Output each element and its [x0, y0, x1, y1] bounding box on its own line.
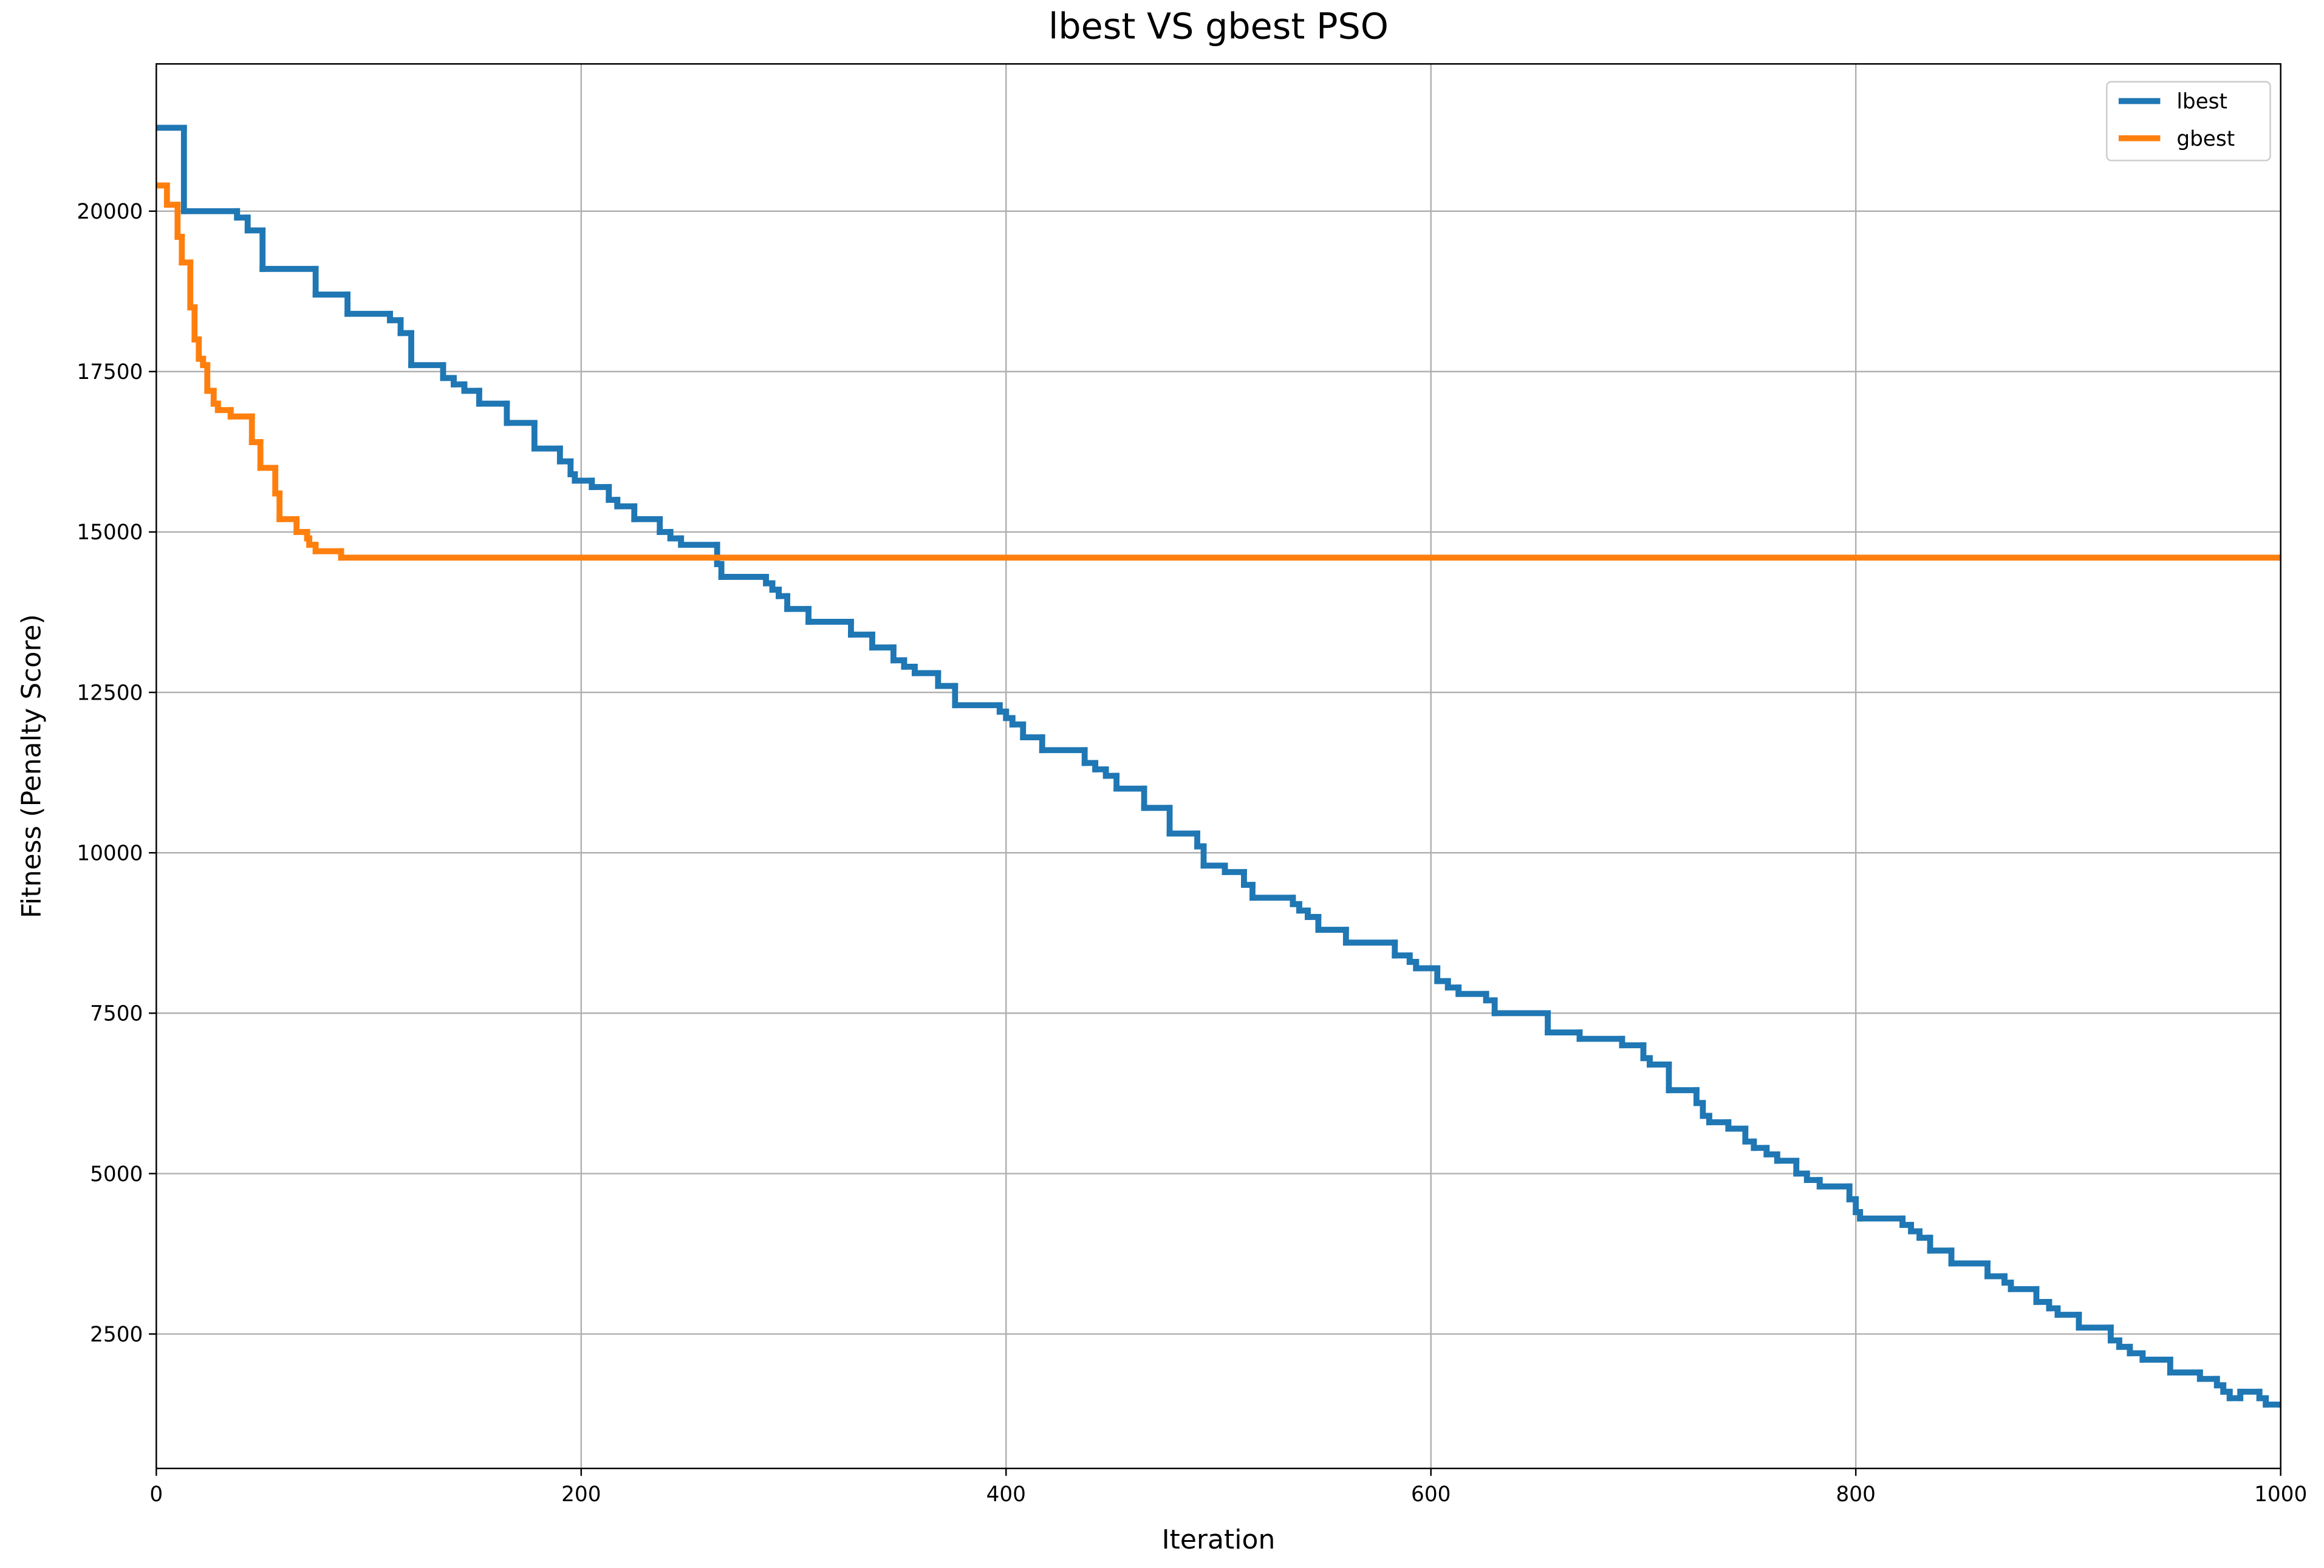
legend: lbest gbest — [2106, 81, 2271, 162]
x-axis-label: Iteration — [1162, 1524, 1276, 1555]
y-tick-label: 7500 — [90, 1002, 143, 1026]
legend-label: lbest — [2176, 90, 2227, 114]
y-tick-label: 17500 — [77, 360, 143, 384]
chart-title: lbest VS gbest PSO — [1048, 5, 1389, 47]
y-tick-label: 2500 — [90, 1323, 143, 1347]
plot-frame — [156, 63, 2281, 1470]
x-tick-label: 200 — [561, 1482, 601, 1507]
y-axis-label: Fitness (Penalty Score) — [16, 614, 47, 918]
x-tick-label: 0 — [149, 1482, 163, 1507]
y-tick-label: 15000 — [77, 520, 143, 545]
x-tick-label: 400 — [986, 1482, 1026, 1507]
y-tick-label: 20000 — [77, 200, 143, 224]
x-tick-label: 600 — [1411, 1482, 1451, 1507]
x-tick-label: 800 — [1836, 1482, 1876, 1507]
legend-label: gbest — [2176, 127, 2235, 151]
x-tick-label: 1000 — [2254, 1482, 2307, 1507]
plot-lines — [156, 124, 2281, 1408]
y-tick-label: 5000 — [90, 1162, 143, 1187]
y-tick-label: 10000 — [77, 842, 143, 866]
axes: 0 200 400 600 800 1000 2500 5000 7500 10000 12500 1… — [77, 200, 2307, 1507]
y-tick-label: 12500 — [77, 681, 143, 705]
